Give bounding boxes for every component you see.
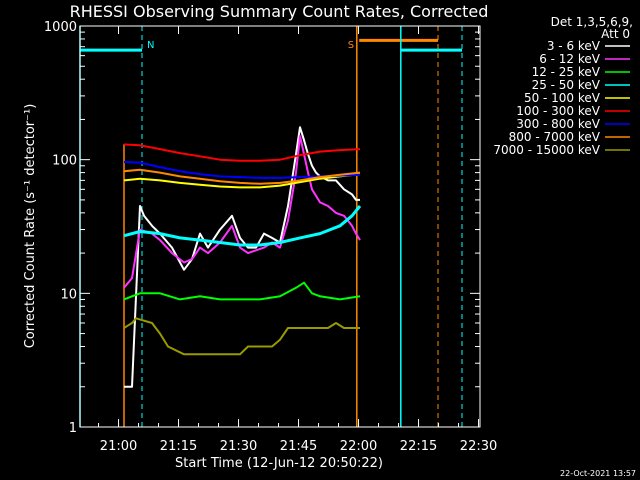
- x-tick-label-3: 21:30: [220, 439, 257, 454]
- y-tick-label-4: 1000: [44, 20, 77, 35]
- y-axis: 1 10 100 1000: [44, 20, 480, 436]
- legend-header-line-2: Att 0: [601, 27, 630, 41]
- x-tick-label-7: 22:30: [460, 439, 497, 454]
- x-tick-label-1: 21:00: [100, 439, 137, 454]
- annotation-n: N: [147, 40, 154, 51]
- x-axis-label: Start Time (12-Jun-12 20:50:22): [175, 456, 383, 471]
- y-tick-label-2: 10: [60, 287, 77, 302]
- annotation-s: S: [348, 40, 354, 51]
- series-layer: [123, 126, 362, 388]
- y-tick-label-1: 1: [69, 421, 77, 436]
- footer-date: 22-Oct-2021 13:57: [560, 469, 636, 478]
- series-line-6: [123, 143, 361, 162]
- series-line-2: [123, 135, 361, 289]
- x-tick-label-6: 22:15: [400, 439, 437, 454]
- x-tick-label-4: 21:45: [280, 439, 317, 454]
- legend-label-6: 100 - 300 keV: [516, 104, 600, 118]
- legend-label-4: 25 - 50 keV: [532, 78, 601, 92]
- series-line-4: [123, 205, 362, 247]
- legend-label-5: 50 - 100 keV: [524, 91, 601, 105]
- series-line-5: [123, 173, 361, 189]
- plot-frame: [79, 25, 481, 428]
- series-line-3: [123, 281, 361, 301]
- legend-label-7: 300 - 800 keV: [516, 117, 600, 131]
- legend-label-2: 6 - 12 keV: [539, 52, 601, 66]
- y-tick-label-3: 100: [52, 154, 77, 169]
- legend-label-9: 7000 - 15000 keV: [493, 143, 600, 157]
- series-line-8: [123, 168, 361, 185]
- x-tick-label-5: 22:00: [340, 439, 377, 454]
- series-line-9: [123, 317, 360, 356]
- y-axis-label: Corrected Count Rate (s⁻¹ detector⁻¹): [23, 104, 38, 349]
- chart-title: RHESSI Observing Summary Count Rates, Co…: [70, 2, 489, 21]
- legend-header-line-1: Det 1,3,5,6,9,: [551, 15, 633, 29]
- legend-label-1: 3 - 6 keV: [547, 39, 601, 53]
- x-axis: 21:00 21:15 21:30 21:45 22:00 22:15 22:30: [98, 26, 497, 454]
- legend-label-8: 800 - 7000 keV: [509, 130, 601, 144]
- x-tick-label-2: 21:15: [160, 439, 197, 454]
- legend-label-3: 12 - 25 keV: [532, 65, 601, 79]
